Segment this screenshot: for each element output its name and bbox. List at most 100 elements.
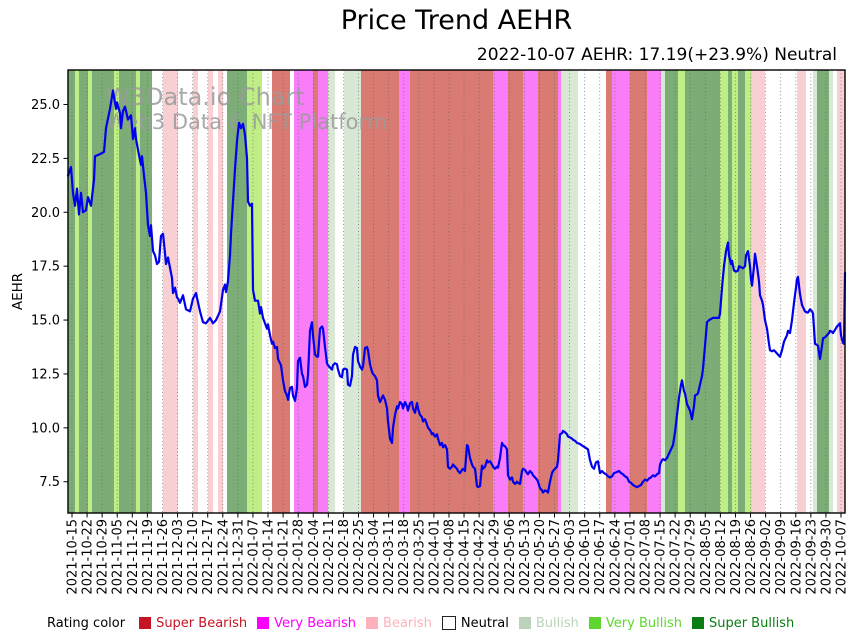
legend-label-neutral: Neutral [460, 615, 509, 631]
rating-band-super_bearish [272, 70, 290, 513]
rating-band-super_bullish [817, 70, 829, 513]
x-tick-label: 2021-12-03 [171, 519, 186, 595]
rating-band-bearish [752, 70, 765, 513]
quote-subtitle: 2022-10-07 AEHR: 17.19(+23.9%) Neutral [476, 45, 837, 65]
legend-swatch-very_bearish [257, 617, 270, 629]
legend-swatch-bearish [366, 617, 379, 629]
x-tick-label: 2021-11-26 [156, 519, 171, 595]
rating-band-neutral [833, 70, 837, 513]
x-tick-label: 2022-04-01 [427, 519, 442, 595]
plot-frame [67, 69, 846, 514]
x-tick-label: 2022-01-21 [277, 519, 292, 595]
rating-band-very_bullish [247, 70, 262, 513]
x-tick-label: 2022-05-27 [548, 519, 563, 595]
legend-label-very_bullish: Very Bullish [605, 615, 682, 631]
x-tick-label: 2022-05-06 [503, 519, 518, 595]
rating-band-neutral [198, 70, 208, 513]
legend-label-very_bearish: Very Bearish [274, 615, 357, 631]
rating-band-neutral [806, 70, 813, 513]
legend-swatch-bullish [518, 617, 531, 629]
x-tick-label: 2022-03-25 [412, 519, 427, 595]
x-tick-label: 2022-02-11 [322, 519, 337, 595]
y-axis-label: AEHR [10, 273, 26, 310]
rating-band-neutral [178, 70, 193, 513]
rating-band-bearish [797, 70, 806, 513]
x-tick-label: 2021-12-31 [231, 519, 246, 595]
x-tick-label: 2021-11-05 [111, 519, 126, 595]
rating-band-very_bullish [88, 70, 92, 513]
y-tick-label: 7.5 [39, 475, 60, 490]
rating-band-super_bullish [227, 70, 247, 513]
x-tick-label: 2022-09-09 [774, 519, 789, 595]
x-tick-label: 2022-04-29 [488, 519, 503, 595]
rating-band-very_bearish [318, 70, 328, 513]
x-tick-label: 2022-09-02 [759, 519, 774, 595]
legend-item-super_bullish: Super Bullish [691, 615, 795, 631]
y-tick-label: 25.0 [31, 98, 60, 113]
rating-band-bearish [218, 70, 223, 513]
rating-band-very_bullish [136, 70, 140, 513]
legend-label-super_bullish: Super Bullish [708, 615, 795, 631]
rating-band-super_bullish [140, 70, 152, 513]
rating-band-bearish [208, 70, 213, 513]
x-tick-label: 2022-08-12 [714, 519, 729, 595]
x-tick-label: 2022-03-18 [397, 519, 412, 595]
rating-legend: Rating color Super Bearish Very Bearish Be… [47, 612, 847, 634]
x-tick-label: 2022-08-05 [699, 519, 714, 595]
rating-band-super_bearish [313, 70, 318, 513]
y-tick-label: 22.5 [31, 152, 60, 167]
legend-label-bearish: Bearish [383, 615, 432, 631]
rating-band-very_bearish [493, 70, 508, 513]
x-tick-label: 2022-04-15 [458, 519, 473, 595]
price-line [66, 89, 847, 494]
x-tick-label: 2022-09-30 [819, 519, 834, 595]
rating-band-bullish [661, 70, 665, 513]
x-tick-label: 2022-05-13 [518, 519, 533, 595]
x-tick-label: 2022-06-10 [578, 519, 593, 595]
x-tick-label: 2022-01-14 [262, 519, 277, 595]
x-tick-label: 2021-12-24 [216, 519, 231, 595]
rating-band-very_bullish [745, 70, 752, 513]
rating-band-super_bullish [738, 70, 745, 513]
legend-item-bearish: Bearish [366, 616, 432, 631]
x-tick-label: 2022-04-08 [442, 519, 457, 595]
legend-swatch-neutral [441, 616, 456, 630]
x-tick-label: 2022-06-17 [593, 519, 608, 595]
x-tick-label: 2022-03-11 [382, 519, 397, 595]
rating-band-neutral [262, 70, 272, 513]
y-tick-label: 20.0 [31, 206, 60, 221]
x-tick-label: 2022-02-18 [337, 519, 352, 595]
y-tick-label: 12.5 [31, 367, 60, 382]
y-tick-label: 15.0 [31, 314, 60, 329]
x-tick-label: 2021-10-22 [81, 519, 96, 595]
rating-band-super_bullish [685, 70, 720, 513]
x-tick-label: 2022-08-26 [744, 519, 759, 595]
x-tick-label: 2022-06-24 [608, 519, 623, 595]
legend-item-very_bearish: Very Bearish [257, 616, 356, 631]
rating-band-super_bullish [92, 70, 114, 513]
x-tick-label: 2022-02-25 [352, 519, 367, 595]
rating-band-bearish [163, 70, 178, 513]
legend-swatch-super_bearish [139, 617, 152, 629]
x-tick-label: 2022-09-23 [804, 519, 819, 595]
x-tick-label: 2022-09-16 [789, 519, 804, 595]
rating-band-neutral [335, 70, 344, 513]
rating-band-neutral [152, 70, 163, 513]
x-tick-label: 2022-02-04 [307, 519, 322, 595]
rating-band-super_bearish [606, 70, 612, 513]
rating-band-super_bearish [538, 70, 558, 513]
x-tick-label: 2022-04-22 [473, 519, 488, 595]
x-tick-label: 2022-05-20 [533, 519, 548, 595]
page-title: Price Trend AEHR [340, 5, 573, 36]
rating-band-bullish [344, 70, 361, 513]
x-tick-label: 2022-01-28 [292, 519, 307, 595]
x-tick-label: 2022-08-19 [729, 519, 744, 595]
rating-band-super_bullish [68, 70, 75, 513]
x-tick-label: 2021-10-29 [96, 519, 111, 595]
rating-band-very_bearish [399, 70, 410, 513]
legend-label-super_bearish: Super Bearish [156, 615, 248, 631]
legend-item-bullish: Bullish [518, 616, 579, 631]
rating-band-very_bullish [678, 70, 685, 513]
x-tick-label: 2022-10-07 [835, 519, 850, 595]
